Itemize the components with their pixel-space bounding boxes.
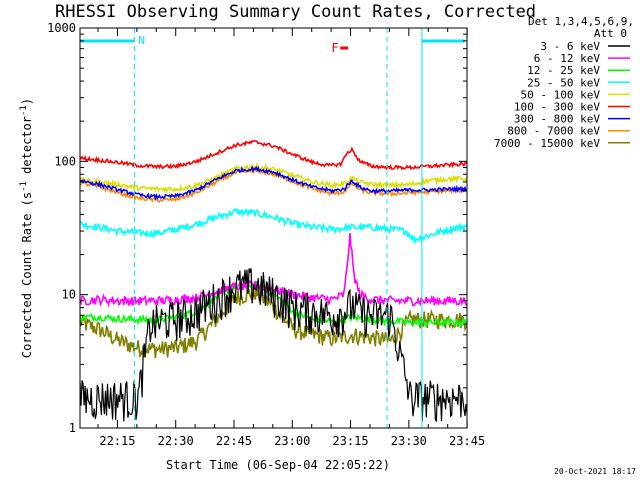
- legend-label: 800 - 7000 keV: [507, 125, 600, 138]
- plot-frame: [79, 27, 468, 429]
- legend-label: 25 - 50 keV: [527, 76, 600, 89]
- series-line: [79, 268, 468, 423]
- y-tick-label: 1000: [47, 21, 76, 35]
- y-tick-label: 1: [69, 421, 76, 435]
- legend-label: 100 - 300 keV: [514, 101, 600, 114]
- flare-marker-label: F: [331, 41, 338, 55]
- x-axis-label: Start Time (06-Sep-04 22:05:22): [166, 458, 390, 472]
- series-line: [79, 139, 468, 171]
- series-line: [79, 162, 468, 194]
- night-marker-label: N: [138, 34, 145, 47]
- y-tick-label: 100: [54, 154, 76, 168]
- series-line: [79, 207, 468, 246]
- legend-label: 6 - 12 keV: [534, 52, 601, 65]
- y-axis-label-end: ): [20, 98, 34, 105]
- series-line: [80, 165, 468, 201]
- legend-label: 50 - 100 keV: [521, 88, 601, 101]
- axis-layer: 22:15 22:30 22:45 23:00 23:15 23:30 23:45 1 10 10…: [47, 21, 485, 448]
- y-tick-label: 10: [62, 288, 76, 302]
- x-tick-label: 23:00: [274, 434, 310, 448]
- x-tick-label: 22:45: [216, 434, 252, 448]
- legend-header-line-1: Det 1,3,4,5,6,9,: [528, 15, 634, 28]
- x-tick-label: 23:15: [332, 434, 368, 448]
- y-axis-label-sup2: -1: [19, 105, 29, 116]
- y-axis-label-main: Corrected Count Rate (s: [20, 192, 34, 358]
- marker-layer: NF: [80, 28, 465, 428]
- legend-label: 300 - 800 keV: [514, 113, 600, 126]
- x-tick-label: 23:30: [391, 434, 427, 448]
- legend-label: 3 - 6 keV: [540, 40, 600, 53]
- y-axis-label-sup1: -1: [19, 181, 29, 192]
- legend-label: 7000 - 15000 keV: [494, 137, 600, 150]
- y-axis-label: Corrected Count Rate (s-1 detector-1): [19, 98, 34, 358]
- legend-label: 12 - 25 keV: [527, 64, 600, 77]
- x-tick-label: 22:30: [158, 434, 194, 448]
- series-line: [79, 168, 468, 203]
- chart-title: RHESSI Observing Summary Count Rates, Co…: [55, 2, 536, 22]
- x-tick-label: 22:15: [99, 434, 135, 448]
- x-tick-label: 23:45: [449, 434, 485, 448]
- series-layer: [79, 139, 468, 423]
- timestamp: 20-Oct-2021 18:17: [554, 467, 636, 476]
- y-axis-label-mid: detector: [20, 116, 34, 181]
- legend-header-line-2: Att 0: [594, 27, 627, 40]
